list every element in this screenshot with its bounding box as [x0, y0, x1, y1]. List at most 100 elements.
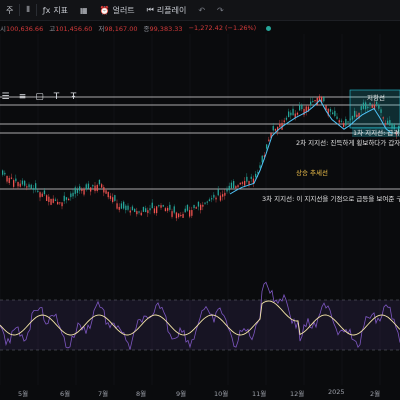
- xaxis-label: 5월: [18, 390, 29, 398]
- ohlc-legend: 시100,636.66 고101,456.60 저98,167.00 종99,3…: [0, 22, 272, 34]
- candle: [195, 207, 197, 209]
- candle: [367, 106, 369, 109]
- redo-button[interactable]: ↷: [211, 0, 230, 20]
- candle: [87, 183, 90, 189]
- candle: [8, 177, 10, 184]
- alert-label: 얼러트: [112, 5, 135, 15]
- xaxis-label: 7월: [98, 390, 109, 398]
- candle: [61, 202, 63, 207]
- candle: [215, 197, 217, 200]
- candle: [105, 190, 107, 194]
- candle: [17, 182, 19, 187]
- market-status-dot: [266, 25, 272, 31]
- candle: [175, 212, 178, 219]
- rsi-band: [0, 300, 400, 350]
- candle: [255, 173, 257, 178]
- candle: [369, 102, 371, 106]
- candle: [343, 123, 345, 127]
- candle: [362, 102, 365, 109]
- candle: [387, 120, 389, 124]
- xaxis-label: 2025: [328, 388, 345, 396]
- candle: [54, 199, 57, 201]
- candle: [39, 192, 41, 198]
- layout-button[interactable]: ▦: [74, 0, 94, 20]
- candle: [186, 204, 189, 211]
- replay-button[interactable]: ⏮ 리플레이: [141, 0, 193, 20]
- candle: [263, 155, 266, 158]
- candle: [30, 184, 32, 189]
- candle: [274, 128, 277, 131]
- candle: [173, 206, 175, 213]
- candle: [266, 144, 268, 149]
- candle: [83, 189, 85, 195]
- candle: [336, 116, 338, 119]
- candle: [37, 190, 39, 192]
- candle: [279, 123, 281, 127]
- candle: [129, 210, 131, 213]
- high-value: 101,456.60: [55, 25, 93, 33]
- close-value: 99,383.33: [149, 25, 183, 33]
- candle: [283, 120, 285, 123]
- candle: [257, 172, 259, 174]
- xaxis-label: 9월: [176, 390, 187, 398]
- candle: [371, 105, 373, 108]
- candle: [112, 197, 114, 202]
- candle: [164, 208, 167, 212]
- symbol-button[interactable]: 주: [0, 0, 19, 20]
- xaxis-label: 2월: [370, 390, 381, 398]
- candle: [202, 204, 204, 207]
- candle: [65, 197, 68, 200]
- alert-button[interactable]: ⏰ 얼러트: [94, 0, 141, 20]
- candle: [244, 180, 246, 186]
- candle: [228, 185, 230, 191]
- candle: [41, 193, 43, 197]
- trend-annotation: 상승 추세선: [296, 169, 328, 177]
- candle: [301, 105, 303, 110]
- candle: [19, 183, 21, 187]
- candle: [52, 198, 54, 203]
- candle: [303, 108, 305, 115]
- candle: [149, 208, 151, 211]
- candle: [334, 110, 336, 116]
- chart-type-button[interactable]: ⫴: [20, 0, 35, 20]
- candle: [237, 185, 239, 188]
- top-toolbar: 주 ⫴ ƒx 지표 ▦ ⏰ 얼러트 ⏮ 리플레이 ↶ ↷: [0, 0, 400, 21]
- candle: [197, 201, 200, 207]
- candle: [153, 208, 156, 214]
- rectangle-icon[interactable]: ▢: [35, 92, 44, 102]
- candle: [294, 113, 296, 119]
- candle: [32, 188, 35, 190]
- candle: [316, 97, 318, 105]
- price-chart[interactable]: [0, 34, 400, 400]
- candle: [169, 204, 171, 210]
- candle: [147, 210, 149, 214]
- candle: [59, 202, 61, 204]
- candle: [206, 201, 208, 203]
- candle: [4, 172, 6, 175]
- candle: [114, 195, 116, 201]
- indicators-button[interactable]: ƒx 지표: [37, 0, 74, 20]
- text-format-icon[interactable]: Ŧ: [70, 92, 77, 102]
- text-align-icon[interactable]: ☰: [1, 92, 10, 102]
- candle: [307, 106, 310, 112]
- candle: [162, 205, 164, 207]
- candle: [134, 208, 136, 213]
- candle: [76, 189, 79, 193]
- candles-group: [2, 94, 400, 222]
- candle: [6, 175, 8, 182]
- candle: [92, 185, 94, 187]
- line-list-icon[interactable]: ≡: [18, 92, 27, 102]
- candle: [312, 100, 314, 103]
- undo-button[interactable]: ↶: [192, 0, 211, 20]
- rsi-ma-line: [0, 300, 400, 336]
- candle: [395, 131, 398, 136]
- undo-icon: ↶: [198, 5, 206, 15]
- candle: [68, 198, 70, 201]
- candle: [193, 204, 195, 209]
- indicators-label: 지표: [53, 5, 69, 15]
- xaxis-label: 10월: [214, 390, 229, 398]
- candle: [398, 126, 400, 132]
- text-tool-icon[interactable]: T: [53, 92, 60, 102]
- candle: [389, 120, 391, 126]
- candle: [327, 108, 329, 116]
